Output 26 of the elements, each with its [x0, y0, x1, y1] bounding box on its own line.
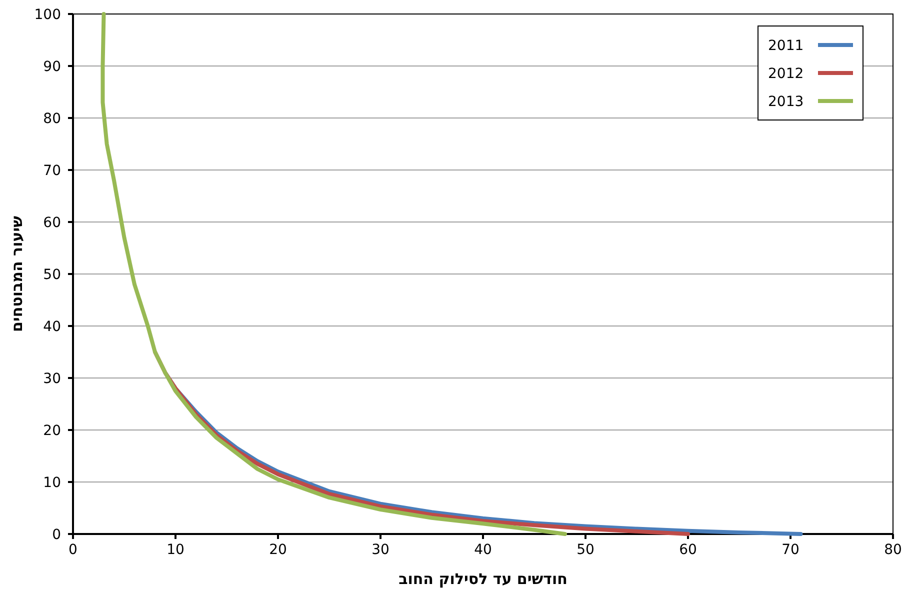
y-tick-label: 10	[43, 475, 61, 491]
x-tick-label: 10	[166, 542, 184, 558]
legend-label: 2013	[768, 94, 804, 110]
y-tick-label: 20	[43, 423, 61, 439]
line-series	[100, 12, 567, 536]
y-axis-title: שיעור המבוטחים	[8, 215, 26, 332]
x-tick-label: 60	[679, 542, 697, 558]
y-tick-label: 70	[43, 163, 61, 179]
x-tick-label: 40	[474, 542, 492, 558]
y-tick-label: 0	[52, 527, 61, 543]
x-tick-label: 70	[782, 542, 800, 558]
y-tick-label: 60	[43, 215, 61, 231]
y-tick-label: 50	[43, 267, 61, 283]
y-tick-label: 100	[34, 7, 61, 23]
legend-label: 2011	[768, 38, 804, 54]
x-tick-label: 0	[68, 542, 78, 558]
y-tick-label: 80	[43, 111, 61, 127]
x-tick-label: 20	[269, 542, 287, 558]
x-tick-label: 50	[576, 542, 594, 558]
x-tick-label: 30	[372, 542, 390, 558]
y-tick-label: 90	[43, 59, 61, 75]
y-tick-label: 30	[43, 371, 61, 387]
y-tick-label: 40	[43, 319, 61, 335]
legend-label: 2012	[768, 66, 804, 82]
x-tick-label: 80	[884, 542, 902, 558]
x-axis-title: חודשים עד לסילוק החוב	[398, 570, 568, 588]
